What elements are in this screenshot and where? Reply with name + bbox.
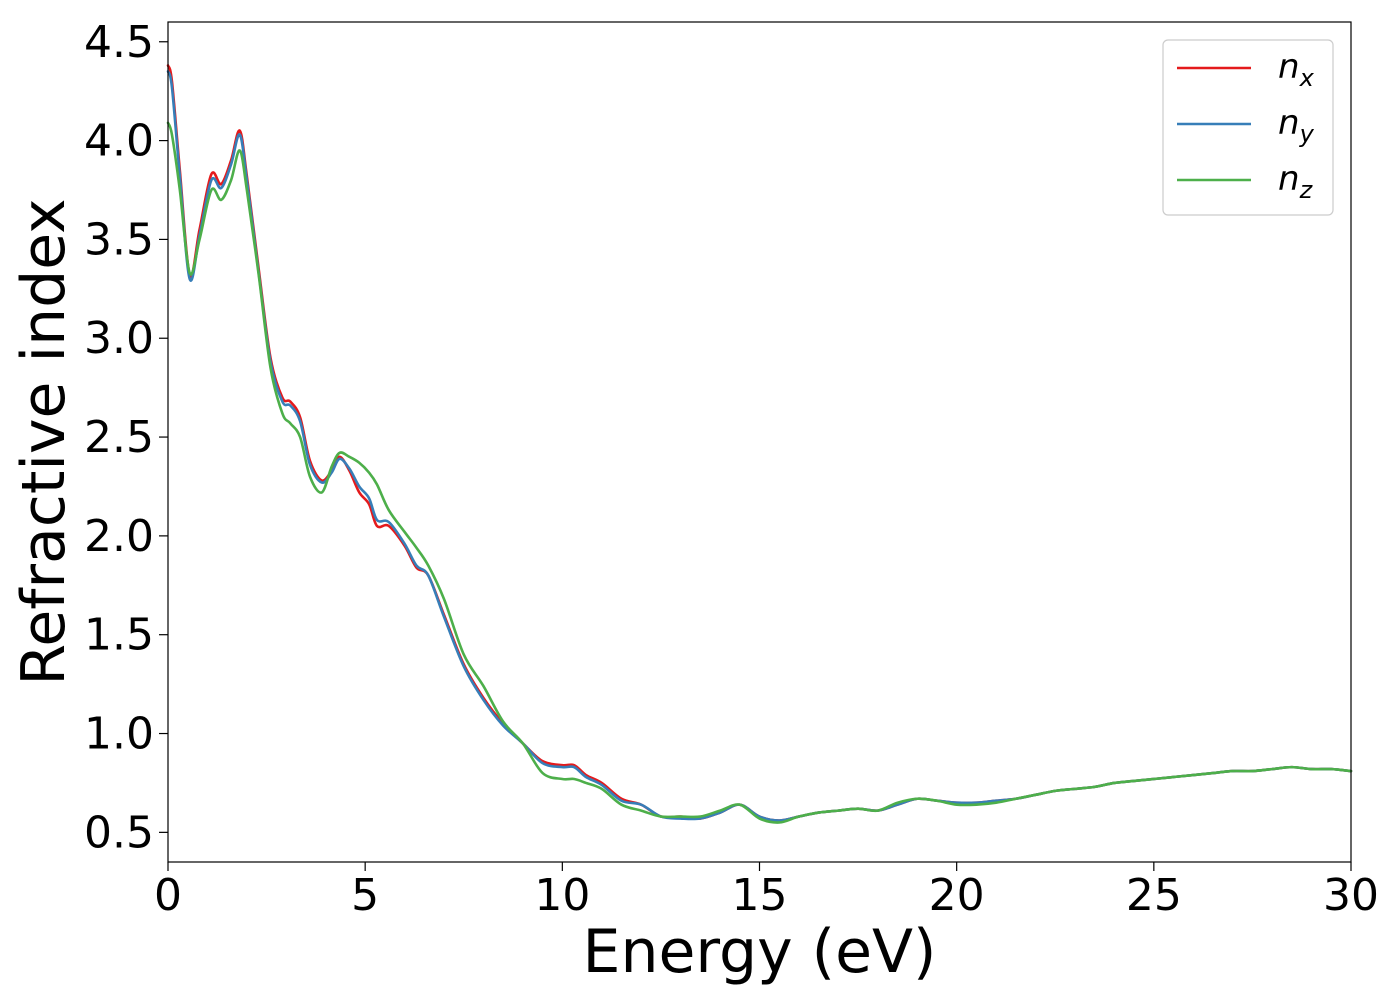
x-tick-label: 20 [929, 870, 985, 921]
legend-label-nz: nz [1278, 159, 1314, 204]
y-tick-label: 2.0 [84, 511, 154, 562]
x-tick-label: 0 [154, 870, 182, 921]
x-tick-label: 30 [1323, 870, 1379, 921]
y-tick-label: 3.0 [84, 313, 154, 364]
y-tick-label: 0.5 [84, 807, 154, 858]
x-axis-ticks: 0 5 10 15 20 25 30 [154, 862, 1379, 921]
y-tick-label: 4.0 [84, 116, 154, 167]
x-tick-label: 15 [732, 870, 788, 921]
y-tick-label: 2.5 [84, 412, 154, 463]
legend-box [1162, 39, 1334, 216]
x-tick-label: 25 [1126, 870, 1182, 921]
legend-label-ny: ny [1278, 103, 1315, 148]
legend-label-nx: nx [1278, 47, 1315, 92]
y-axis-title: Refractive index [9, 198, 79, 685]
x-axis-title: Energy (eV) [583, 917, 937, 987]
y-tick-label: 3.5 [84, 214, 154, 265]
y-tick-label: 4.5 [84, 17, 154, 68]
series-layer [166, 64, 1353, 824]
y-tick-label: 1.0 [84, 709, 154, 760]
series-line-nz [166, 121, 1353, 824]
x-tick-label: 5 [351, 870, 379, 921]
legend: nx ny nz [1162, 39, 1334, 216]
x-tick-label: 10 [534, 870, 590, 921]
y-axis-ticks: 0.5 1.0 1.5 2.0 2.5 3.0 3.5 4.0 4.5 [84, 17, 168, 858]
y-tick-label: 1.5 [84, 610, 154, 661]
